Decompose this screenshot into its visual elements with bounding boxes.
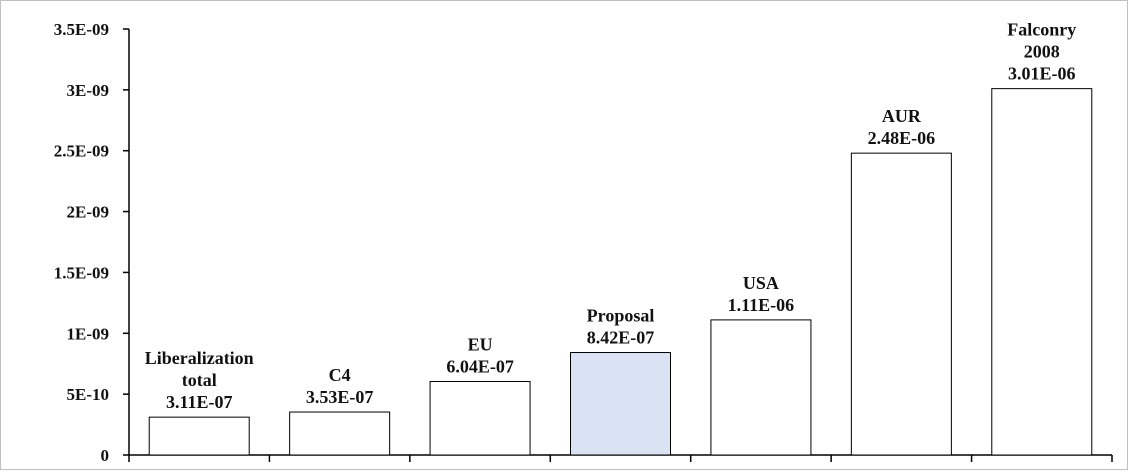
bar-label-line: Liberalization	[145, 348, 254, 368]
bar-label-line: EU	[468, 334, 493, 354]
bar-label-line: Falconry	[1007, 20, 1076, 40]
bar-data-label: Falconry 2008 3.01E-06	[1007, 20, 1076, 84]
bar-data-label: USA 1.11E-06	[728, 273, 795, 315]
bar-label-line: 2008	[1024, 42, 1060, 62]
bar-label-line: Proposal	[587, 306, 655, 326]
y-tick-label: 2.5E-09	[54, 142, 109, 161]
bar-label-line: AUR	[882, 106, 922, 126]
bar-data-label: AUR 2.48E-06	[868, 106, 936, 148]
bar-label-line: 8.42E-07	[587, 328, 655, 348]
bar-label-line: 6.04E-07	[446, 356, 514, 376]
bar	[710, 319, 812, 456]
bar	[289, 411, 391, 456]
bar-data-label: Liberalization total 3.11E-07	[145, 348, 254, 412]
bar-label-line: 1.11E-06	[728, 295, 795, 315]
bar-label-line: C4	[329, 365, 351, 385]
bar	[429, 380, 531, 456]
bar-label-line: USA	[743, 273, 779, 293]
y-tick-label: 5E-10	[67, 385, 110, 404]
bar-data-label: EU 6.04E-07	[446, 334, 514, 376]
y-tick-label: 0	[101, 446, 110, 465]
y-tick-label: 1E-09	[67, 324, 110, 343]
bar	[570, 352, 671, 456]
bar-label-line: 3.01E-06	[1008, 64, 1076, 84]
y-tick-label: 1.5E-09	[54, 263, 109, 282]
bar	[148, 416, 250, 456]
bar	[850, 152, 952, 456]
y-tick-label: 2E-09	[67, 203, 110, 222]
bar-data-label: C4 3.53E-07	[306, 365, 374, 407]
bar-data-label: Proposal 8.42E-07	[587, 306, 655, 348]
bar-label-line: total	[182, 370, 217, 390]
bar-label-line: 2.48E-06	[868, 128, 936, 148]
y-tick-label: 3.5E-09	[54, 20, 109, 39]
bar	[991, 88, 1093, 456]
bar-label-line: 3.53E-07	[306, 387, 374, 407]
bar-label-line: 3.11E-07	[166, 392, 233, 412]
y-tick-label: 3E-09	[67, 81, 110, 100]
